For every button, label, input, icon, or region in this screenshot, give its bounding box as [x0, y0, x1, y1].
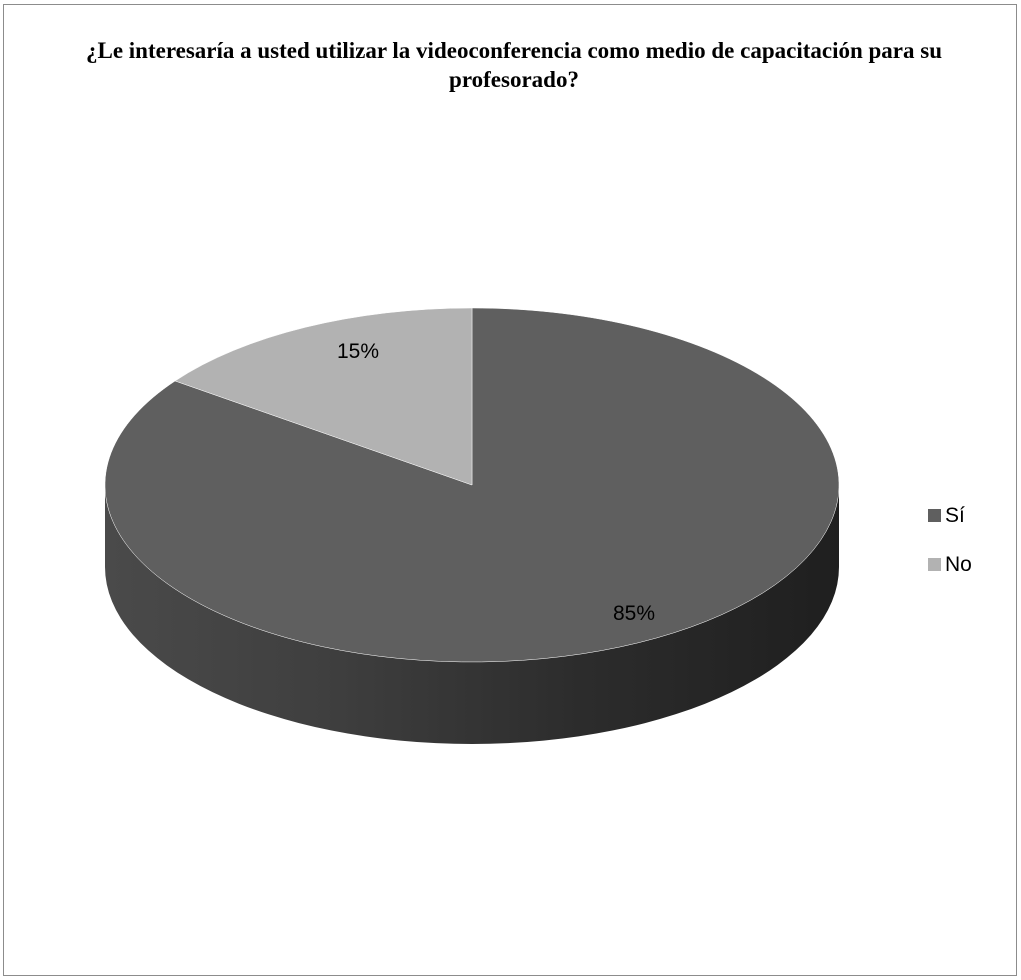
- legend-swatch-1: [928, 558, 941, 571]
- legend-label-1: No: [945, 553, 972, 576]
- data-label-0: 85%: [613, 602, 655, 625]
- legend-label-0: Sí: [945, 504, 965, 527]
- pie-side-wall: [105, 485, 839, 744]
- pie-slice-no: [174, 307, 473, 486]
- chart-title: ¿Le interesaría a usted utilizar la vide…: [85, 38, 943, 92]
- legend-swatch-0: [928, 509, 941, 522]
- data-label-1: 15%: [337, 340, 379, 363]
